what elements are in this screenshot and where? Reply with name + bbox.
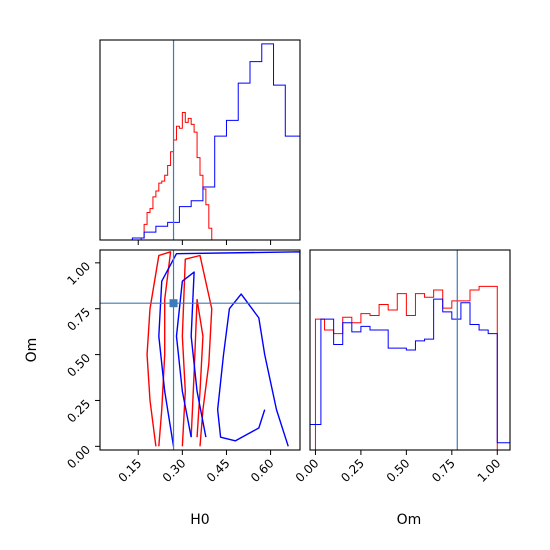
om-vs-h0-contour-0-level-2: [190, 298, 204, 438]
om-vs-h0-ytick-label-3: 0.75: [64, 305, 93, 334]
om-marginal-xtick-label-1: 0.25: [338, 456, 367, 485]
om-vs-h0-xtick-label-0: 0.15: [116, 456, 145, 485]
om-vs-h0-ytick-label-1: 0.25: [64, 397, 93, 426]
om-marginal-plot-area: [310, 250, 510, 450]
om-vs-h0-contour-1-level-2: [175, 271, 207, 438]
om-vs-h0-contour-0-level-1: [181, 254, 213, 447]
om-marginal-xtick-label-3: 0.75: [429, 456, 458, 485]
om-marginal-panel: 0.00 0.25 0.50 0.75 1.00: [293, 249, 511, 485]
h0-marginal-plot-area: [131, 40, 300, 240]
om-marginal-frame: [309, 249, 511, 451]
y-axis-label-om: Om: [24, 338, 40, 363]
om-marginal-xtick-label-4: 1.00: [475, 456, 504, 485]
om-marginal-xtick-label-2: 0.50: [384, 456, 413, 485]
h0-marginal-panel: [99, 39, 301, 245]
om-vs-h0-xtick-label-1: 0.30: [160, 456, 189, 485]
om-vs-h0-contour-panel: 0.15 0.30 0.45 0.60 0.00 0.25 0.50 0.75 1.00: [64, 249, 301, 485]
om-vs-h0-ytick-label-4: 1.00: [64, 259, 93, 288]
om-vs-h0-ytick-label-2: 0.50: [64, 351, 93, 380]
om-vs-h0-contour-1-level-0: [158, 251, 300, 447]
om-vs-h0-plot-area: [100, 250, 300, 450]
x-axis-label-h0: H0: [190, 512, 209, 528]
om-vs-h0-contour-1-level-1: [216, 293, 289, 447]
om-vs-h0-ytick-label-0: 0.00: [64, 443, 93, 472]
om-vs-h0-xtick-label-3: 0.60: [248, 456, 277, 485]
truth-marker: [169, 299, 178, 308]
h0-marginal-histogram-series-0: [140, 112, 213, 240]
h0-marginal-frame: [99, 39, 301, 241]
om-vs-h0-frame: [99, 249, 301, 451]
x-axis-label-om: Om: [397, 512, 422, 528]
om-marginal-histogram-series-1: [310, 298, 510, 450]
om-vs-h0-contour-0-level-0: [146, 251, 172, 447]
h0-marginal-histogram-series-1: [131, 43, 300, 240]
om-marginal-xtick-label-0: 0.00: [293, 456, 322, 485]
om-vs-h0-xtick-label-2: 0.45: [204, 456, 233, 485]
